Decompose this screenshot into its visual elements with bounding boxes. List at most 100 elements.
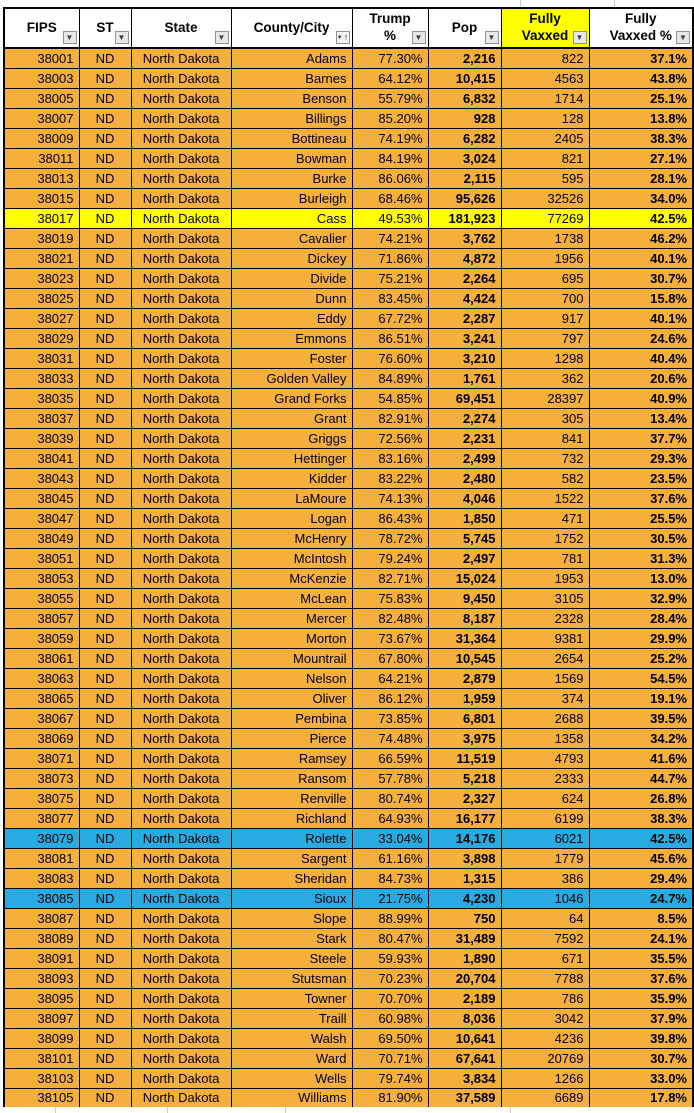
- cell-trump_pct[interactable]: 61.16%: [351, 847, 429, 869]
- cell-trump_pct[interactable]: 79.24%: [351, 547, 429, 569]
- cell-fips[interactable]: 38021: [3, 247, 80, 269]
- cell-vaxxed[interactable]: 786: [500, 987, 590, 1009]
- cell-state[interactable]: North Dakota: [130, 227, 232, 249]
- cell-vaxxed[interactable]: 305: [500, 407, 590, 429]
- cell-state[interactable]: North Dakota: [130, 747, 232, 769]
- cell-vaxxed_pct[interactable]: 30.7%: [588, 267, 694, 289]
- cell-state[interactable]: North Dakota: [130, 767, 232, 789]
- cell-trump_pct[interactable]: 49.53%: [351, 207, 429, 229]
- cell-trump_pct[interactable]: 82.48%: [351, 607, 429, 629]
- cell-vaxxed[interactable]: 9381: [500, 627, 590, 649]
- cell-county[interactable]: Griggs: [230, 427, 353, 449]
- cell-trump_pct[interactable]: 79.74%: [351, 1067, 429, 1089]
- cell-st[interactable]: ND: [78, 427, 132, 449]
- column-header-vaxxed[interactable]: Fully Vaxxed ▼: [500, 7, 590, 49]
- cell-county[interactable]: LaMoure: [230, 487, 353, 509]
- cell-state[interactable]: North Dakota: [130, 707, 232, 729]
- cell-vaxxed[interactable]: 3042: [500, 1007, 590, 1029]
- cell-county[interactable]: Oliver: [230, 687, 353, 709]
- cell-st[interactable]: ND: [78, 907, 132, 929]
- cell-county[interactable]: Mountrail: [230, 647, 353, 669]
- cell-vaxxed_pct[interactable]: 37.1%: [588, 47, 694, 69]
- cell-vaxxed_pct[interactable]: 45.6%: [588, 847, 694, 869]
- cell-county[interactable]: Golden Valley: [230, 367, 353, 389]
- cell-trump_pct[interactable]: 86.06%: [351, 167, 429, 189]
- cell-st[interactable]: ND: [78, 1027, 132, 1049]
- cell-vaxxed_pct[interactable]: 34.2%: [588, 727, 694, 749]
- cell-pop[interactable]: 95,626: [427, 187, 502, 209]
- cell-fips[interactable]: 38017: [3, 207, 80, 229]
- cell-pop[interactable]: 3,210: [427, 347, 502, 369]
- cell-pop[interactable]: 8,036: [427, 1007, 502, 1029]
- cell-state[interactable]: North Dakota: [130, 507, 232, 529]
- cell-county[interactable]: McHenry: [230, 527, 353, 549]
- cell-vaxxed_pct[interactable]: 28.4%: [588, 607, 694, 629]
- cell-vaxxed_pct[interactable]: 39.5%: [588, 707, 694, 729]
- cell-fips[interactable]: 38015: [3, 187, 80, 209]
- cell-st[interactable]: ND: [78, 327, 132, 349]
- cell-trump_pct[interactable]: 71.86%: [351, 247, 429, 269]
- cell-pop[interactable]: 14,176: [427, 827, 502, 849]
- cell-pop[interactable]: 1,315: [427, 867, 502, 889]
- cell-st[interactable]: ND: [78, 607, 132, 629]
- cell-fips[interactable]: 38075: [3, 787, 80, 809]
- cell-fips[interactable]: 38003: [3, 67, 80, 89]
- cell-st[interactable]: ND: [78, 527, 132, 549]
- cell-vaxxed_pct[interactable]: 29.3%: [588, 447, 694, 469]
- cell-trump_pct[interactable]: 74.48%: [351, 727, 429, 749]
- cell-vaxxed_pct[interactable]: 25.2%: [588, 647, 694, 669]
- cell-vaxxed_pct[interactable]: 35.9%: [588, 987, 694, 1009]
- cell-trump_pct[interactable]: 85.20%: [351, 107, 429, 129]
- cell-vaxxed[interactable]: 1956: [500, 247, 590, 269]
- cell-county[interactable]: Sioux: [230, 887, 353, 909]
- cell-vaxxed_pct[interactable]: 15.8%: [588, 287, 694, 309]
- cell-trump_pct[interactable]: 74.21%: [351, 227, 429, 249]
- cell-st[interactable]: ND: [78, 287, 132, 309]
- cell-trump_pct[interactable]: 76.60%: [351, 347, 429, 369]
- cell-county[interactable]: Hettinger: [230, 447, 353, 469]
- cell-fips[interactable]: 38055: [3, 587, 80, 609]
- cell-st[interactable]: ND: [78, 1047, 132, 1069]
- cell-pop[interactable]: 11,519: [427, 747, 502, 769]
- cell-vaxxed_pct[interactable]: 39.8%: [588, 1027, 694, 1049]
- cell-fips[interactable]: 38071: [3, 747, 80, 769]
- cell-st[interactable]: ND: [78, 887, 132, 909]
- cell-state[interactable]: North Dakota: [130, 1087, 232, 1109]
- cell-st[interactable]: ND: [78, 627, 132, 649]
- cell-st[interactable]: ND: [78, 87, 132, 109]
- cell-st[interactable]: ND: [78, 1007, 132, 1029]
- cell-county[interactable]: Sheridan: [230, 867, 353, 889]
- cell-fips[interactable]: 38051: [3, 547, 80, 569]
- cell-trump_pct[interactable]: 72.56%: [351, 427, 429, 449]
- cell-vaxxed[interactable]: 2405: [500, 127, 590, 149]
- cell-st[interactable]: ND: [78, 947, 132, 969]
- cell-fips[interactable]: 38039: [3, 427, 80, 449]
- cell-trump_pct[interactable]: 70.71%: [351, 1047, 429, 1069]
- cell-pop[interactable]: 4,230: [427, 887, 502, 909]
- cell-vaxxed_pct[interactable]: 17.8%: [588, 1087, 694, 1109]
- cell-trump_pct[interactable]: 64.21%: [351, 667, 429, 689]
- cell-county[interactable]: Divide: [230, 267, 353, 289]
- cell-st[interactable]: ND: [78, 967, 132, 989]
- cell-vaxxed[interactable]: 1738: [500, 227, 590, 249]
- cell-st[interactable]: ND: [78, 827, 132, 849]
- cell-county[interactable]: Cavalier: [230, 227, 353, 249]
- cell-fips[interactable]: 38099: [3, 1027, 80, 1049]
- cell-pop[interactable]: 2,274: [427, 407, 502, 429]
- cell-fips[interactable]: 38095: [3, 987, 80, 1009]
- cell-trump_pct[interactable]: 75.83%: [351, 587, 429, 609]
- cell-trump_pct[interactable]: 55.79%: [351, 87, 429, 109]
- cell-state[interactable]: North Dakota: [130, 427, 232, 449]
- filter-dropdown-icon[interactable]: ▼: [676, 31, 690, 44]
- cell-fips[interactable]: 38033: [3, 367, 80, 389]
- cell-fips[interactable]: 38083: [3, 867, 80, 889]
- cell-st[interactable]: ND: [78, 107, 132, 129]
- cell-vaxxed[interactable]: 917: [500, 307, 590, 329]
- cell-vaxxed[interactable]: 32526: [500, 187, 590, 209]
- cell-trump_pct[interactable]: 84.19%: [351, 147, 429, 169]
- cell-vaxxed_pct[interactable]: 28.1%: [588, 167, 694, 189]
- cell-st[interactable]: ND: [78, 667, 132, 689]
- cell-county[interactable]: Pembina: [230, 707, 353, 729]
- cell-st[interactable]: ND: [78, 127, 132, 149]
- cell-state[interactable]: North Dakota: [130, 1027, 232, 1049]
